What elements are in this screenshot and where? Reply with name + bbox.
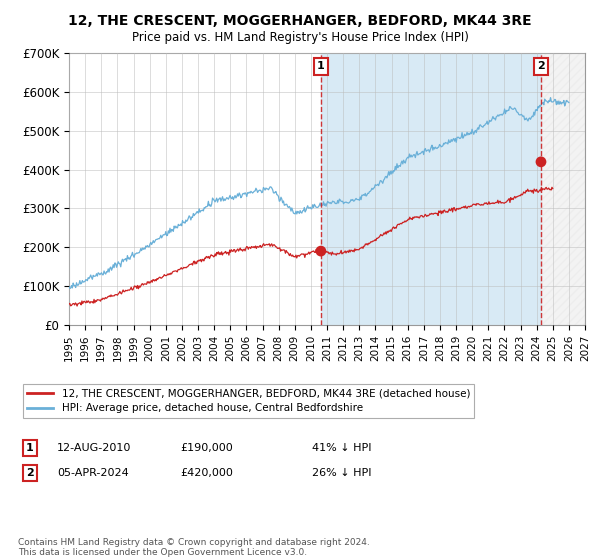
- Text: 12-AUG-2010: 12-AUG-2010: [57, 443, 131, 453]
- Legend: 12, THE CRESCENT, MOGGERHANGER, BEDFORD, MK44 3RE (detached house), HPI: Average: 12, THE CRESCENT, MOGGERHANGER, BEDFORD,…: [23, 384, 475, 418]
- Bar: [541, 53, 585, 325]
- Point: [536, 157, 546, 166]
- Text: 12, THE CRESCENT, MOGGERHANGER, BEDFORD, MK44 3RE: 12, THE CRESCENT, MOGGERHANGER, BEDFORD,…: [68, 14, 532, 28]
- Text: Price paid vs. HM Land Registry's House Price Index (HPI): Price paid vs. HM Land Registry's House …: [131, 31, 469, 44]
- Bar: [321, 53, 541, 325]
- Text: 1: 1: [317, 62, 325, 71]
- Text: 26% ↓ HPI: 26% ↓ HPI: [312, 468, 371, 478]
- Text: £420,000: £420,000: [180, 468, 233, 478]
- Text: 41% ↓ HPI: 41% ↓ HPI: [312, 443, 371, 453]
- Point: [316, 246, 326, 255]
- Text: 05-APR-2024: 05-APR-2024: [57, 468, 129, 478]
- Text: 1: 1: [26, 443, 34, 453]
- Text: 2: 2: [537, 62, 545, 71]
- Text: Contains HM Land Registry data © Crown copyright and database right 2024.
This d: Contains HM Land Registry data © Crown c…: [18, 538, 370, 557]
- Text: 2: 2: [26, 468, 34, 478]
- Text: £190,000: £190,000: [180, 443, 233, 453]
